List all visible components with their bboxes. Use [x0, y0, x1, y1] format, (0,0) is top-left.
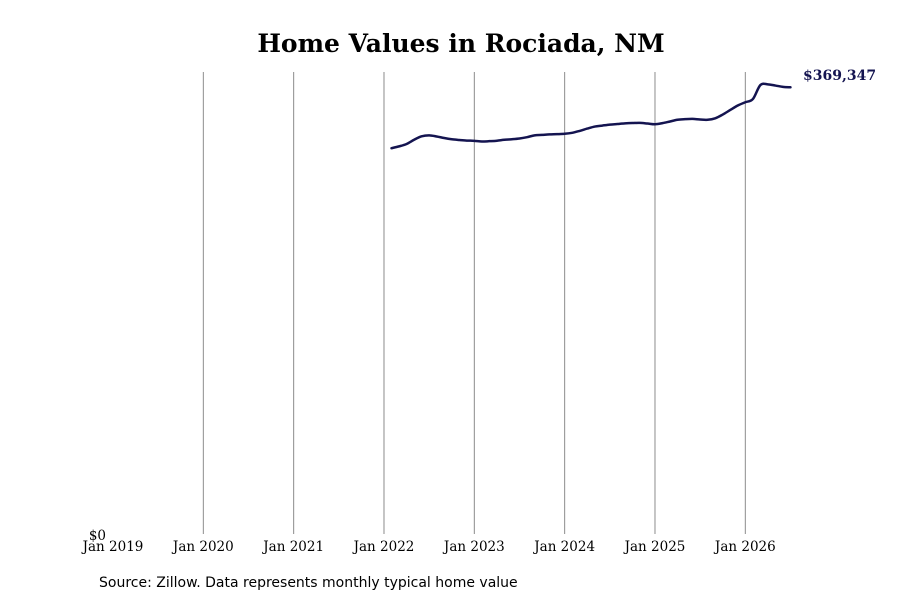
data-point [691, 117, 695, 121]
data-point [653, 122, 657, 126]
data-point [533, 133, 537, 137]
data-point [758, 83, 762, 87]
x-axis-tick-labels: Jan 2019 Jan 2020 Jan 2021 Jan 2022 Jan 2023… [81, 539, 776, 555]
x-tick-label: Jan 2020 [171, 539, 234, 555]
source-note: Source: Zillow. Data represents monthly … [99, 575, 518, 591]
data-point [517, 137, 521, 141]
data-point [721, 113, 725, 117]
data-point [728, 108, 732, 112]
data-point [525, 135, 529, 139]
data-point [743, 100, 747, 104]
data-point [683, 117, 687, 121]
vertical-grid-lines [202, 72, 746, 534]
data-point [713, 116, 717, 120]
x-tick-label: Jan 2025 [623, 539, 686, 555]
data-point [420, 134, 424, 138]
data-point [563, 132, 567, 136]
data-point [435, 134, 439, 138]
data-point [788, 85, 792, 89]
data-point [751, 97, 755, 101]
data-point [706, 118, 710, 122]
data-point [457, 138, 461, 142]
data-point [480, 140, 484, 144]
data-point [781, 85, 785, 89]
y-axis-zero-label: $0 [89, 528, 106, 544]
data-point [668, 119, 672, 123]
data-point [661, 121, 665, 125]
data-point [540, 133, 544, 137]
data-point [698, 118, 702, 122]
data-point [548, 132, 552, 136]
x-tick-label: Jan 2022 [352, 539, 415, 555]
data-point [472, 139, 476, 143]
home-value-points [390, 82, 793, 150]
data-point [638, 121, 642, 125]
data-point [615, 122, 619, 126]
data-point [397, 144, 401, 148]
data-point [405, 142, 409, 146]
x-tick-label: Jan 2019 [81, 539, 144, 555]
data-point [555, 132, 559, 136]
data-point [502, 138, 506, 142]
x-tick-label: Jan 2024 [532, 539, 595, 555]
x-tick-label: Jan 2021 [261, 539, 324, 555]
data-point [645, 122, 649, 126]
data-point [390, 146, 394, 150]
data-point [427, 133, 431, 137]
latest-value-label: $369,347 [803, 68, 876, 84]
data-point [495, 139, 499, 143]
data-point [487, 139, 491, 143]
data-point [593, 125, 597, 129]
x-tick-label: Jan 2026 [713, 539, 776, 555]
data-point [585, 127, 589, 131]
data-point [608, 123, 612, 127]
data-point [600, 124, 604, 128]
data-point [465, 139, 469, 143]
data-point [578, 129, 582, 133]
data-point [510, 137, 514, 141]
x-tick-label: Jan 2023 [442, 539, 505, 555]
data-point [736, 104, 740, 108]
data-point [630, 121, 634, 125]
data-point [623, 121, 627, 125]
data-point [773, 84, 777, 88]
data-point [676, 118, 680, 122]
data-point [450, 137, 454, 141]
data-point [570, 131, 574, 135]
home-value-line [390, 82, 792, 150]
data-point [442, 136, 446, 140]
data-point [766, 82, 770, 86]
data-point [412, 138, 416, 142]
chart-title: Home Values in Rociada, NM [257, 29, 664, 58]
